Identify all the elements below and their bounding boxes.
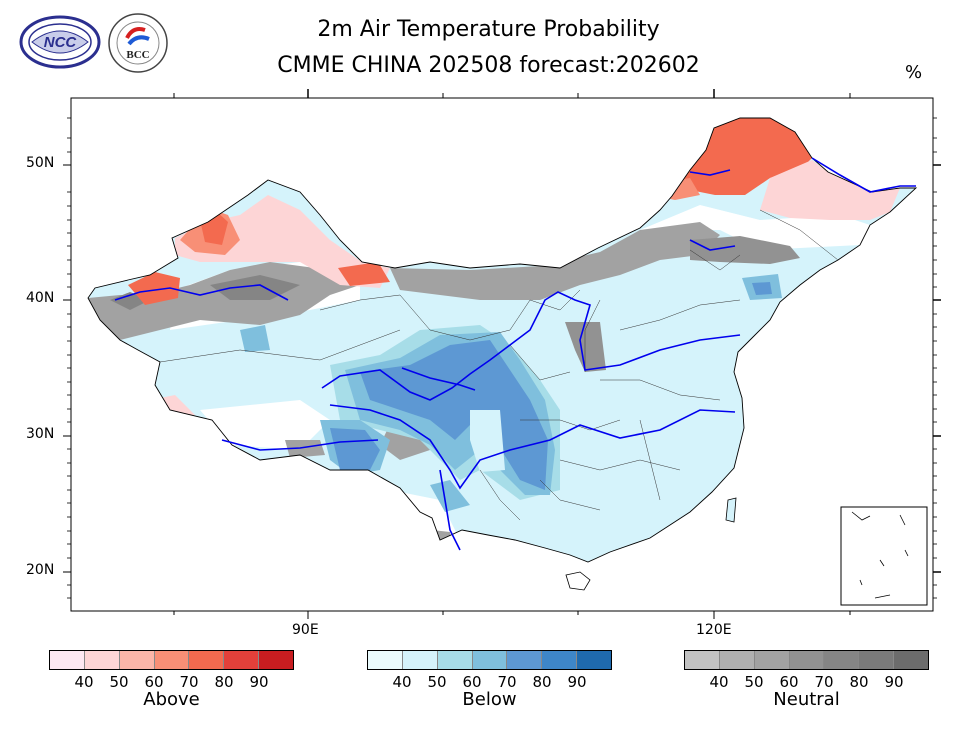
colorbar-tick-label: 70 (179, 673, 199, 691)
colorbar-neutral-ticks: 40 50 60 70 80 90 (684, 670, 929, 691)
colorbar-tick-label: 50 (744, 673, 764, 691)
colorbar-below-swatches (367, 650, 612, 670)
colorbar-swatch (154, 651, 190, 669)
colorbar-tick-label: 90 (567, 673, 587, 691)
colorbar-below: 40 50 60 70 80 90 Below (367, 650, 612, 710)
rivers (114, 157, 916, 551)
colorbar-swatch (754, 651, 790, 669)
colorbar-below-ticks: 40 50 60 70 80 90 (367, 670, 612, 691)
colorbar-above-ticks: 40 50 60 70 80 90 (49, 670, 294, 691)
colorbar-below-label: Below (462, 689, 517, 710)
colorbar-neutral-label: Neutral (773, 689, 840, 710)
colorbar-tick-label: 60 (779, 673, 799, 691)
colorbar-swatch (84, 651, 120, 669)
colorbar-tick-label: 90 (884, 673, 904, 691)
colorbar-above: 40 50 60 70 80 90 Above (49, 650, 294, 710)
colorbar-swatch (542, 651, 578, 669)
colorbar-swatch (437, 651, 473, 669)
colorbar-swatch (577, 651, 612, 669)
province-boundaries (159, 209, 839, 521)
y-tick-30n: 30N (26, 426, 55, 442)
colorbar-tick-label: 80 (214, 673, 234, 691)
colorbar-tick-label: 50 (109, 673, 129, 691)
colorbar-swatch (368, 651, 403, 669)
colorbar-swatch (789, 651, 825, 669)
colorbar-swatch (719, 651, 755, 669)
colorbar-swatch (259, 651, 294, 669)
colorbar-swatch (119, 651, 155, 669)
country-boundary (87, 117, 918, 563)
x-tick-120e: 120E (696, 622, 732, 638)
colorbar-tick-label: 80 (532, 673, 552, 691)
colorbar-tick-label: 90 (249, 673, 269, 691)
y-tick-20n: 20N (26, 562, 55, 578)
colorbar-swatch (859, 651, 895, 669)
colorbar-above-swatches (49, 650, 294, 670)
colorbar-above-label: Above (143, 689, 200, 710)
colorbar-tick-label: 70 (814, 673, 834, 691)
svg-text:NCC: NCC (44, 34, 78, 51)
colorbar-swatch (50, 651, 85, 669)
colorbar-swatch (685, 651, 720, 669)
colorbar-tick-label: 40 (392, 673, 412, 691)
x-tick-90e: 90E (292, 622, 319, 638)
colorbar-tick-label: 60 (144, 673, 164, 691)
south-china-sea-inset (840, 506, 928, 606)
y-tick-50n: 50N (26, 155, 55, 171)
colorbar-tick-label: 80 (849, 673, 869, 691)
colorbar-tick-label: 40 (709, 673, 729, 691)
colorbar-swatch (507, 651, 543, 669)
colorbar-swatch (224, 651, 260, 669)
ncc-logo: NCC (19, 15, 101, 69)
colorbar-neutral-swatches (684, 650, 929, 670)
colorbar-swatch (824, 651, 860, 669)
colorbar-swatch (894, 651, 929, 669)
svg-text:BCC: BCC (126, 49, 149, 61)
map-title: 2m Air Temperature Probability (317, 17, 660, 42)
bcc-logo: BCC (108, 13, 168, 73)
colorbar-swatch (189, 651, 225, 669)
map-subtitle: CMME CHINA 202508 forecast:202602 (277, 53, 700, 78)
colorbar-tick-label: 50 (427, 673, 447, 691)
y-tick-40n: 40N (26, 290, 55, 306)
colorbar-tick-label: 40 (74, 673, 94, 691)
colorbar-swatch (472, 651, 508, 669)
colorbar-tick-label: 60 (462, 673, 482, 691)
unit-label: % (905, 62, 923, 83)
colorbar-tick-label: 70 (497, 673, 517, 691)
colorbar-swatch (402, 651, 438, 669)
colorbar-neutral: 40 50 60 70 80 90 Neutral (684, 650, 929, 710)
